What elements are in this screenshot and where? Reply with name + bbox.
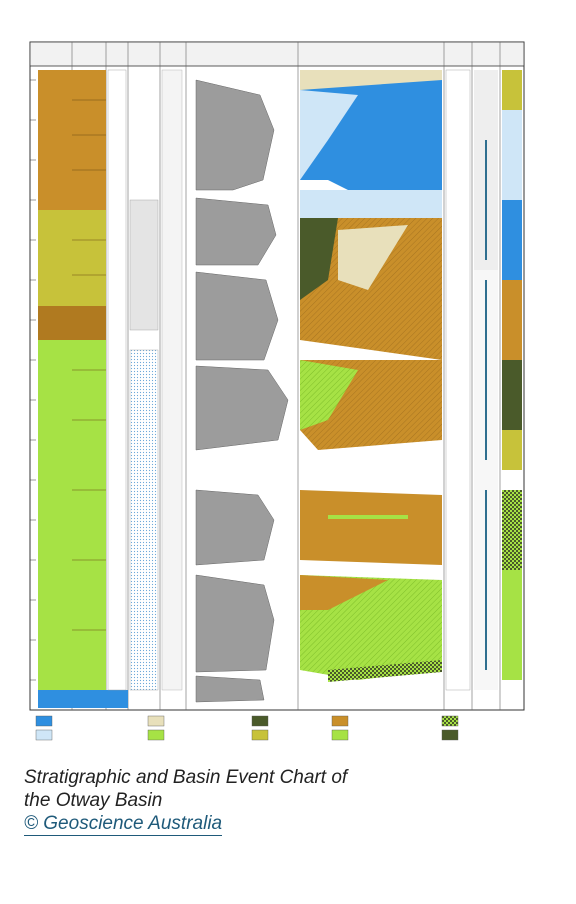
stratigraphic-chart-figure	[28, 40, 526, 746]
stratigraphic-chart-image	[29, 41, 525, 741]
credit-link[interactable]: © Geoscience Australia	[24, 813, 223, 836]
figure-caption: Stratigraphic and Basin Event Chart of t…	[24, 766, 444, 836]
caption-line-2: the Otway Basin	[24, 790, 163, 811]
caption-line-1: Stratigraphic and Basin Event Chart of	[24, 767, 348, 788]
